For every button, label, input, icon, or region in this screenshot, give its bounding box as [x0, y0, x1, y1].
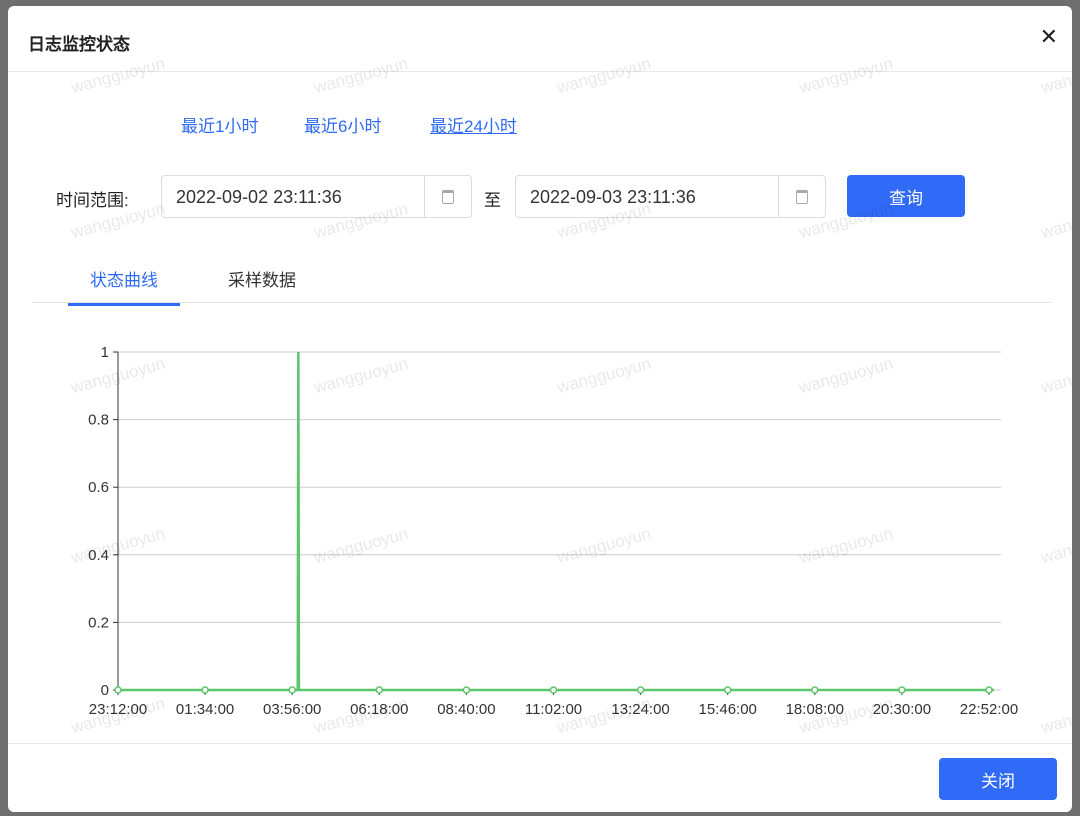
x-tick-label: 06:18:00	[350, 701, 408, 718]
data-point	[375, 686, 384, 694]
data-point	[201, 686, 209, 694]
tab-status-curve[interactable]: 状态曲线	[68, 266, 180, 306]
data-point	[549, 686, 558, 694]
y-tick-label: 0.6	[88, 479, 109, 496]
calendar-icon[interactable]	[424, 176, 471, 217]
status-series-line	[118, 351, 994, 692]
quick-range-24h[interactable]: 最近24小时	[430, 117, 517, 136]
range-separator: 至	[484, 191, 501, 210]
dialog-header: 日志监控状态 ✕	[8, 6, 1072, 72]
x-tick-label: 13:24:00	[611, 701, 669, 718]
time-range-label: 时间范围:	[56, 191, 129, 210]
x-tick-label: 23:12:00	[89, 701, 147, 718]
tab-sample-data[interactable]: 采样数据	[228, 271, 296, 290]
y-tick-label: 1	[101, 344, 109, 361]
tab-bar: 状态曲线 采样数据	[33, 271, 1052, 306]
data-point	[114, 686, 122, 694]
log-monitor-dialog: 日志监控状态 ✕ 最近1小时 最近6小时 最近24小时 时间范围: 2022-0…	[8, 6, 1072, 812]
x-tick-label: 11:02:00	[525, 701, 582, 718]
y-tick-label: 0	[101, 682, 109, 699]
data-point	[462, 686, 471, 694]
start-time-value: 2022-09-02 23:11:36	[176, 187, 342, 207]
status-chart: 0 0.2 0.4 0.6 0.8 1 23:12:00 01:34:00 03:56:00 06…	[88, 344, 1018, 718]
data-point	[898, 686, 906, 694]
data-point	[811, 686, 819, 694]
data-point	[636, 686, 645, 694]
calendar-icon[interactable]	[778, 176, 825, 217]
data-point	[723, 686, 732, 694]
x-tick-label: 08:40:00	[437, 701, 495, 718]
x-tick-label: 18:08:00	[786, 701, 844, 718]
start-time-input[interactable]: 2022-09-02 23:11:36	[161, 175, 472, 218]
watermark: wangguoyun	[1039, 198, 1072, 243]
close-button[interactable]: 关闭	[939, 758, 1057, 800]
x-tick-label: 03:56:00	[263, 701, 321, 718]
end-time-input[interactable]: 2022-09-03 23:11:36	[515, 175, 826, 218]
end-time-value: 2022-09-03 23:11:36	[530, 187, 696, 207]
x-tick-label: 20:30:00	[873, 701, 931, 718]
dialog-title: 日志监控状态	[28, 35, 130, 54]
y-tick-label: 0.2	[88, 614, 109, 631]
x-tick-label: 15:46:00	[699, 701, 757, 718]
quick-range-6h[interactable]: 最近6小时	[304, 117, 382, 136]
data-point	[985, 686, 993, 694]
query-button[interactable]: 查询	[847, 175, 965, 217]
dialog-footer	[8, 743, 1072, 744]
close-icon[interactable]: ✕	[1039, 24, 1058, 49]
x-tick-label: 01:34:00	[176, 701, 234, 718]
data-point	[288, 686, 296, 694]
y-tick-label: 0.4	[88, 547, 109, 564]
quick-range-1h[interactable]: 最近1小时	[181, 117, 259, 136]
x-tick-label: 22:52:00	[960, 701, 1018, 718]
y-tick-label: 0.8	[88, 412, 109, 429]
